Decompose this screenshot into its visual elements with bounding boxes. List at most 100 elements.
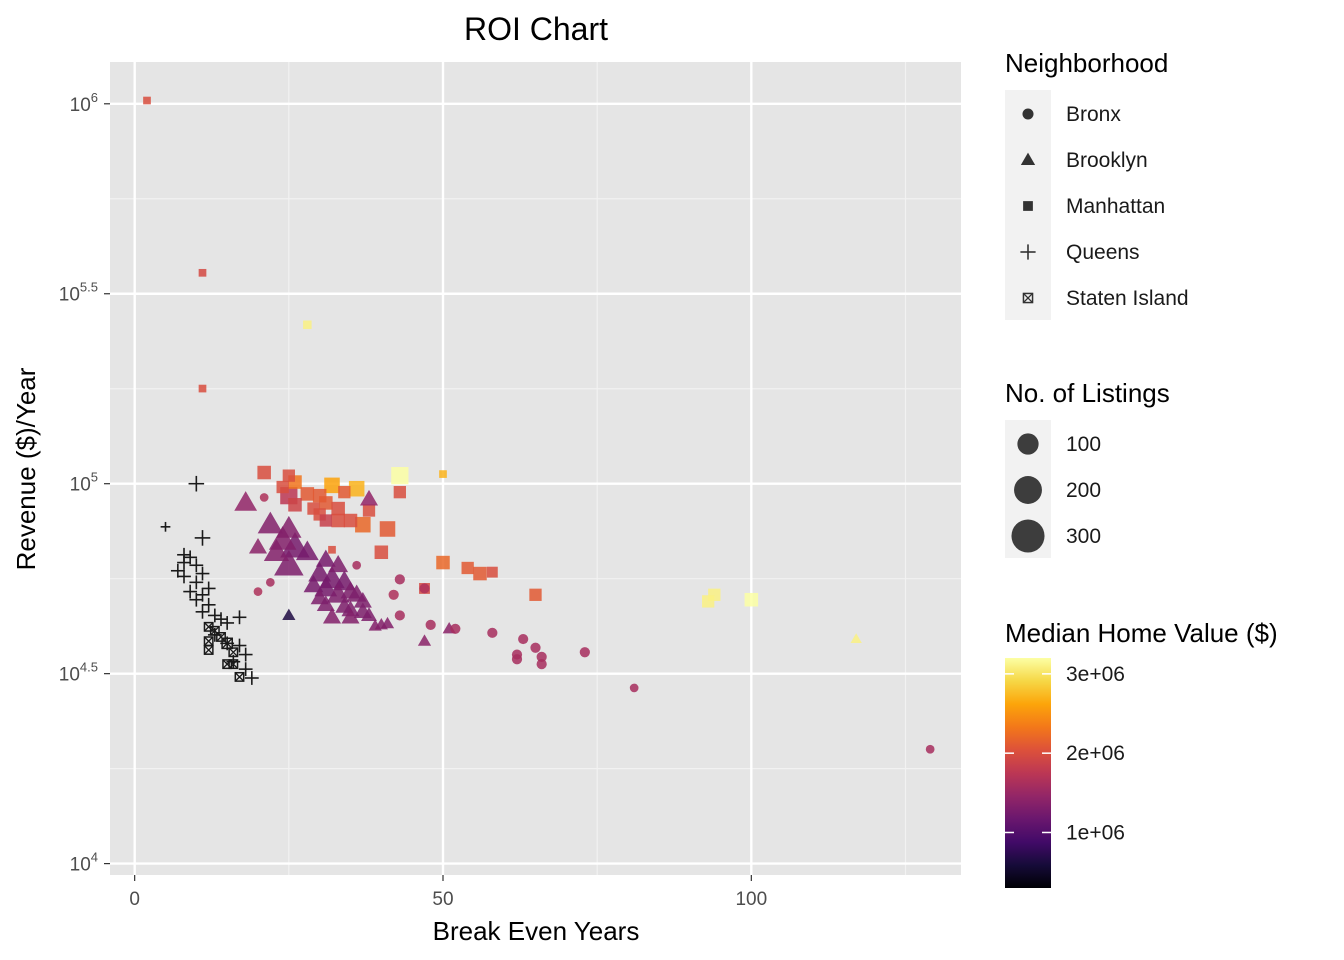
data-point-staten-island [228,659,239,670]
size-legend-key [1017,433,1039,455]
data-point-brooklyn [368,619,382,631]
y-tick-label: 104.5 [59,660,98,686]
data-point-bronx [352,560,362,570]
colorbar-label: 3e+06 [1066,663,1125,686]
data-point-bronx [259,493,269,502]
data-point-manhattan [343,513,358,528]
data-point-manhattan [324,477,340,494]
x-axis-title: Break Even Years [433,916,640,946]
colorbar-label: 1e+06 [1066,821,1125,844]
size-legend-label: 200 [1066,479,1101,502]
data-point-manhattan [319,514,332,527]
data-point-brooklyn [316,595,335,612]
data-point-queens [189,592,204,607]
neighborhood-legend-title: Neighborhood [1005,48,1168,78]
data-point-brooklyn [328,554,349,573]
data-points [143,96,935,754]
data-point-brooklyn [248,537,268,554]
data-point-brooklyn [295,540,319,561]
legend-key-brooklyn [1020,152,1036,165]
data-point-bronx [518,633,529,645]
data-point-manhattan [303,320,312,330]
data-point-queens [189,558,204,573]
y-tick-label: 106 [70,90,98,116]
data-point-queens [177,555,191,570]
neighborhood-legend: Neighborhood Bronx Brooklyn Manhattan Queen… [1005,48,1189,320]
legend-label-staten-island: Staten Island [1066,287,1189,310]
size-legend-label: 300 [1066,525,1101,548]
data-point-bronx [487,627,498,638]
plot-panel [110,62,961,875]
data-point-bronx [530,642,541,653]
data-point-manhattan [486,566,498,578]
data-point-bronx [265,577,275,587]
data-point-bronx [394,574,405,585]
chart-title: ROI Chart [464,11,608,47]
data-point-manhattan [319,496,333,510]
legend-label-brooklyn: Brooklyn [1066,149,1148,172]
listings-legend: No. of Listings 100 200 300 [1005,378,1170,558]
data-point-queens [189,575,204,590]
data-point-queens [238,662,253,677]
data-point-brooklyn [276,515,302,538]
listings-legend-title: No. of Listings [1005,378,1170,408]
data-point-staten-island [203,645,214,655]
data-point-bronx [511,654,523,665]
legend-key-bronx [1022,108,1034,120]
data-point-manhattan [331,501,345,516]
data-point-brooklyn [341,607,360,624]
data-point-bronx [253,587,263,596]
data-point-manhattan [331,513,345,528]
y-tick-label: 105.5 [59,280,98,306]
data-point-manhattan [198,384,207,393]
data-point-bronx [579,647,590,658]
size-legend-label: 100 [1066,433,1101,456]
data-point-queens [201,581,216,596]
data-point-manhattan [362,504,376,517]
data-point-staten-island [221,637,233,650]
legend-label-manhattan: Manhattan [1066,195,1165,218]
x-tick-label: 0 [129,889,140,910]
data-point-queens [195,604,210,619]
x-tick-label: 100 [735,889,767,910]
data-point-manhattan [300,487,315,501]
data-point-manhattan [461,561,474,575]
legend-label-bronx: Bronx [1066,103,1121,126]
data-point-queens [188,475,205,492]
data-point-manhattan [744,592,759,607]
data-point-bronx [536,659,547,670]
data-point-bronx [425,619,436,630]
data-point-brooklyn [417,634,432,646]
data-point-manhattan [529,588,542,601]
data-point-bronx [394,610,405,621]
size-legend-key [1014,476,1042,504]
data-point-bronx [419,583,430,594]
legend-key-manhattan [1023,201,1033,211]
y-tick-label: 104 [70,850,98,876]
data-point-brooklyn [234,491,258,511]
data-point-queens [177,569,191,584]
data-point-bronx [450,623,461,634]
data-point-manhattan [379,521,396,537]
data-point-manhattan [282,469,295,482]
data-point-queens [170,563,185,578]
data-point-bronx [388,589,399,600]
data-point-manhattan [473,566,487,581]
y-tick-label: 105 [70,470,98,496]
home-value-legend: Median Home Value ($) 1e+06 2e+06 3e+06 [1005,618,1278,888]
colorbar-label: 2e+06 [1066,742,1125,765]
legend-key-queens [1020,244,1036,260]
data-point-manhattan [257,465,271,480]
data-point-manhattan [702,595,715,608]
data-point-manhattan [328,545,336,554]
data-point-brooklyn [257,511,284,534]
plot-background [110,62,961,875]
data-point-staten-island [234,671,245,682]
x-tick-label: 50 [432,889,453,910]
data-point-brooklyn [322,607,342,624]
data-point-brooklyn [361,607,377,621]
data-point-queens [238,647,253,662]
minor-gridlines [110,62,961,875]
data-point-brooklyn [263,539,290,561]
